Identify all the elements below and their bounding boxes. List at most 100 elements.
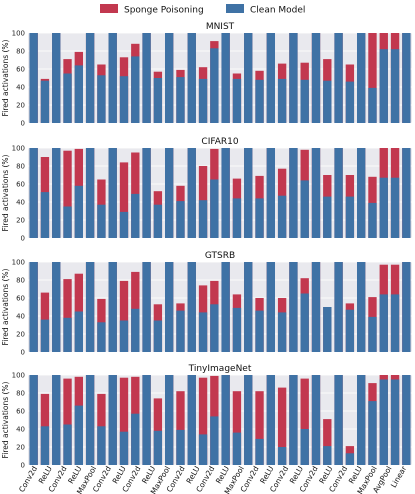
bar-clean	[277, 78, 287, 123]
bar-sponge	[232, 391, 242, 465]
bar-clean	[85, 262, 95, 352]
bar-clean	[187, 375, 196, 465]
bar-clean	[232, 307, 242, 352]
bar-clean	[402, 148, 411, 238]
y-tick-label: 100	[12, 144, 25, 152]
bar-clean	[210, 179, 219, 238]
y-tick-label: 60	[16, 294, 25, 302]
bar-clean	[97, 426, 106, 465]
bar-clean	[244, 148, 253, 238]
bar-clean	[142, 375, 151, 465]
y-axis-label: Fired activations (%)	[1, 154, 10, 231]
bar-clean	[63, 424, 72, 465]
bar-clean	[345, 81, 355, 123]
bar-clean	[164, 33, 174, 123]
plot-area	[28, 375, 412, 465]
bar-clean	[198, 312, 208, 352]
bar-clean	[131, 193, 140, 238]
bar-clean	[210, 304, 219, 352]
bar-clean	[289, 148, 298, 238]
bar-clean	[29, 148, 38, 238]
y-tick-label: 80	[16, 389, 25, 397]
y-tick-label: 80	[16, 47, 25, 55]
bar-sponge	[255, 391, 264, 465]
bar-sponge	[368, 33, 377, 123]
bar-clean	[368, 316, 377, 352]
bar-clean	[390, 177, 400, 238]
bar-clean	[255, 198, 264, 238]
bar-clean	[390, 379, 400, 465]
bar-clean	[187, 33, 196, 123]
plot-area	[28, 33, 412, 123]
bar-clean	[164, 148, 174, 238]
bar-clean	[198, 200, 208, 238]
bar-sponge	[63, 378, 72, 465]
bar-clean	[40, 319, 50, 352]
y-tick-label: 100	[12, 371, 25, 379]
bar-clean	[210, 48, 219, 123]
bar-clean	[300, 293, 309, 352]
bar-clean	[334, 148, 343, 238]
y-tick-label: 40	[16, 425, 25, 433]
bar-clean	[402, 33, 411, 123]
bar-clean	[97, 204, 106, 238]
bar-clean	[153, 78, 163, 123]
bar-clean	[323, 307, 332, 352]
bar-clean	[334, 262, 343, 352]
bar-clean	[277, 447, 287, 465]
bar-clean	[232, 432, 242, 465]
bar-sponge	[198, 377, 208, 465]
legend-label: Clean Model	[250, 6, 305, 16]
bar-sponge	[277, 387, 287, 465]
bar-clean	[108, 375, 117, 465]
bar-clean	[40, 192, 50, 238]
bar-clean	[300, 429, 309, 465]
bar-clean	[119, 431, 129, 465]
bar-clean	[368, 202, 377, 238]
panel-title: TinyImageNet	[188, 364, 252, 374]
bar-clean	[368, 87, 377, 123]
bar-clean	[198, 78, 208, 123]
bar-clean	[244, 33, 253, 123]
y-tick-label: 100	[12, 258, 25, 266]
bar-clean	[164, 375, 174, 465]
bar-clean	[108, 148, 117, 238]
bar-clean	[108, 262, 117, 352]
bar-clean	[334, 33, 343, 123]
bar-clean	[323, 80, 332, 123]
bar-clean	[402, 375, 411, 465]
bar-clean	[85, 148, 95, 238]
bar-clean	[345, 453, 355, 465]
legend-swatch	[100, 4, 118, 13]
x-tick-labels: Conv2dReLUConv2dReLUMaxPoolConv2dReLUCon…	[17, 464, 409, 494]
y-tick-label: 0	[21, 348, 25, 356]
bar-clean	[379, 294, 388, 352]
y-tick-label: 20	[16, 330, 25, 338]
bar-clean	[255, 438, 264, 465]
y-tick-label: 20	[16, 216, 25, 224]
bar-clean	[153, 320, 163, 352]
bar-clean	[63, 317, 72, 352]
bar-clean	[266, 375, 276, 465]
legend: Sponge Poisoning Clean Model	[100, 4, 305, 16]
y-axis-label: Fired activations (%)	[1, 381, 10, 458]
bar-clean	[131, 56, 140, 123]
bar-clean	[402, 262, 411, 352]
bar-clean	[63, 206, 72, 238]
legend-label: Sponge Poisoning	[124, 6, 204, 16]
bar-clean	[142, 33, 151, 123]
bar-clean	[277, 312, 287, 352]
y-tick-label: 0	[21, 119, 25, 127]
bar-clean	[74, 311, 84, 352]
bar-clean	[266, 148, 276, 238]
bar-sponge	[300, 378, 309, 465]
bar-clean	[323, 446, 332, 465]
bar-clean	[356, 375, 366, 465]
y-tick-label: 60	[16, 65, 25, 73]
bar-clean	[266, 262, 276, 352]
